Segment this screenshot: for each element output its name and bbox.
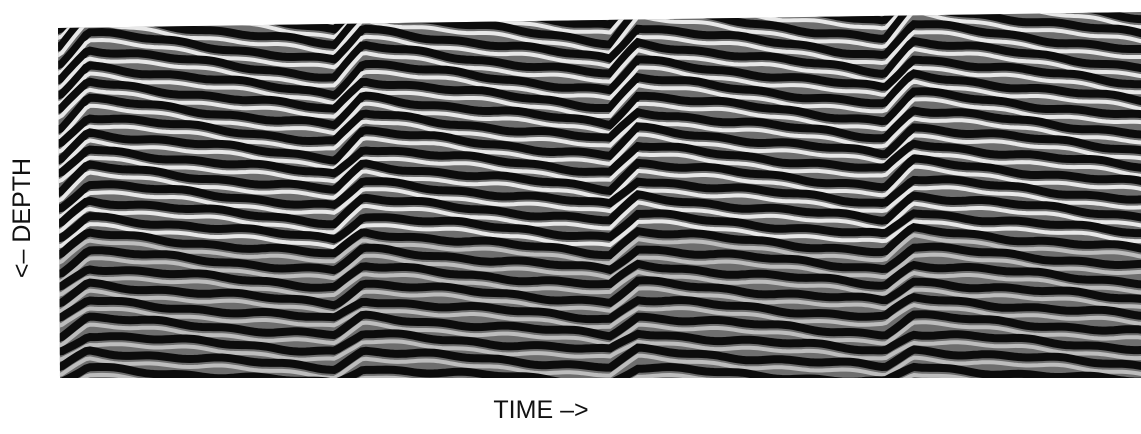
bright-band xyxy=(50,408,1141,425)
bright-band xyxy=(50,0,1141,8)
x-axis-label: TIME –> xyxy=(493,396,588,424)
y-axis-label: <– DEPTH xyxy=(8,158,36,278)
m-mode-image xyxy=(50,0,1141,425)
dark-band xyxy=(50,400,1141,417)
figure: TIME –> <– DEPTH xyxy=(0,0,1141,429)
dark-band xyxy=(50,382,1141,401)
bright-band xyxy=(50,390,1141,409)
